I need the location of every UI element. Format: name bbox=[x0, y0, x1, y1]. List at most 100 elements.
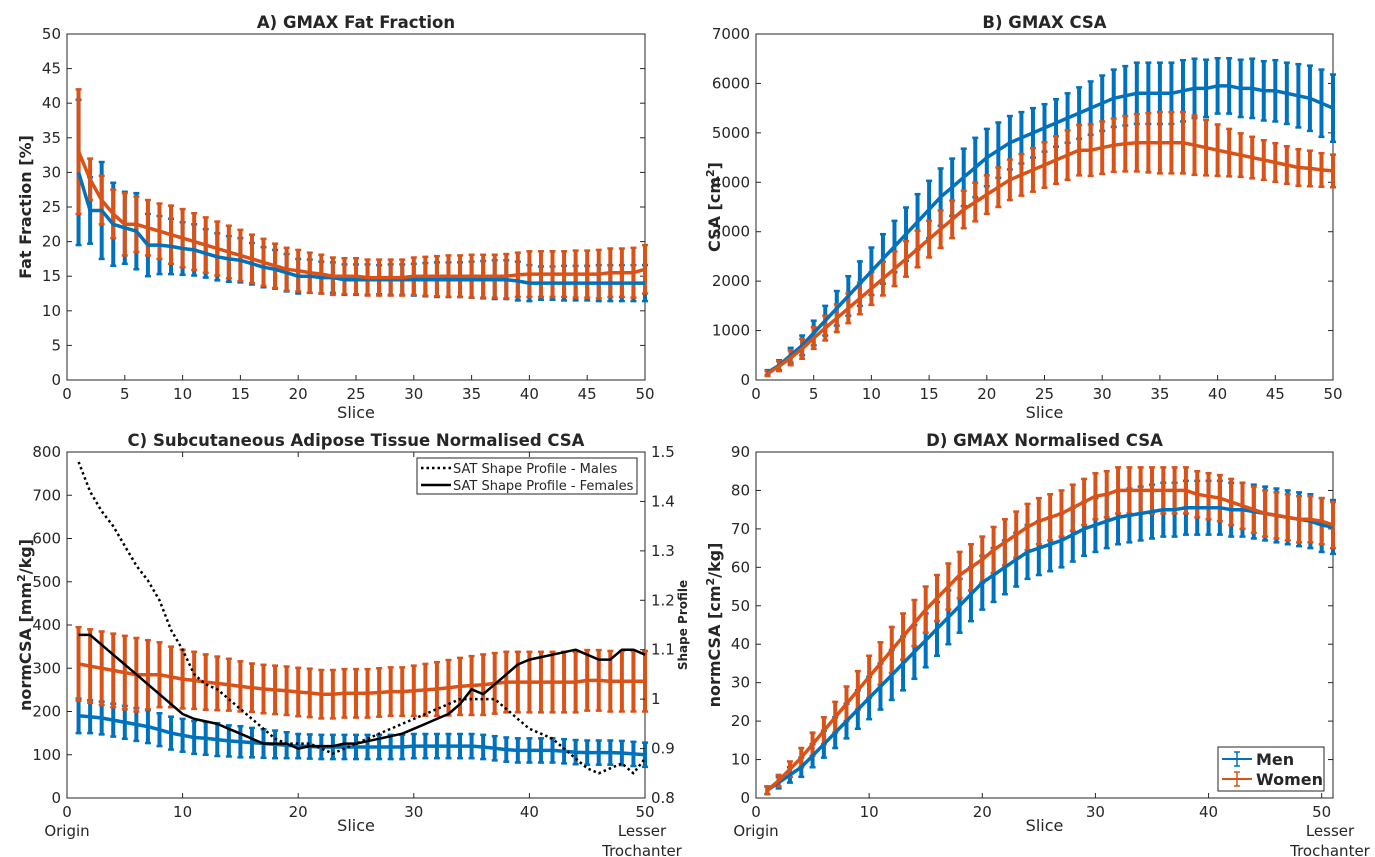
legend: SAT Shape Profile - Males SAT Shape Profi… bbox=[416, 457, 638, 495]
y-tick-label: 40 bbox=[42, 94, 61, 112]
x-tick-label: 10 bbox=[860, 803, 879, 821]
y-tick-label: 5000 bbox=[712, 124, 750, 142]
y-tick-label: 0 bbox=[51, 371, 61, 389]
x-tick-label: 40 bbox=[520, 385, 539, 403]
y-tick-label: 600 bbox=[32, 530, 61, 548]
series-women-line bbox=[766, 140, 1334, 376]
chart-title: C) Subcutaneous Adipose Tissue Normalise… bbox=[128, 431, 585, 450]
y-tick-label: 15 bbox=[42, 267, 61, 285]
series-men-line bbox=[766, 84, 1334, 375]
x-axis-label: Slice bbox=[1026, 403, 1064, 422]
y2-axis-label: Shape Profile bbox=[676, 580, 690, 670]
y-tick-label: 30 bbox=[42, 163, 61, 181]
series-men-line bbox=[766, 505, 1334, 792]
y-axis-label: Fat Fraction [%] bbox=[16, 135, 35, 279]
y-tick-label: 80 bbox=[731, 481, 750, 499]
x-axis-label: Slice bbox=[337, 816, 375, 835]
series-men-line bbox=[76, 171, 645, 285]
x-tick-label: 25 bbox=[346, 385, 365, 403]
y-tick-label: 35 bbox=[42, 129, 61, 147]
x-start-label: Origin bbox=[733, 822, 778, 840]
x-end-label-line1: Lesser bbox=[1306, 822, 1355, 840]
y-axis-label-text: normCSA [cm bbox=[705, 585, 724, 707]
y-tick-label: 0 bbox=[51, 789, 61, 807]
y-tick-label: 50 bbox=[42, 25, 61, 43]
axes-box bbox=[66, 33, 646, 381]
x-tick-label: 20 bbox=[973, 803, 992, 821]
y-tick-label: 100 bbox=[32, 746, 61, 764]
x-tick-label: 50 bbox=[635, 803, 654, 821]
y-axis-label-end: /kg] bbox=[705, 543, 724, 578]
x-tick-label: 25 bbox=[1035, 385, 1054, 403]
axes-box bbox=[755, 451, 1334, 799]
y2-tick-label: 0.8 bbox=[651, 789, 675, 807]
y-tick-label: 800 bbox=[32, 443, 61, 461]
legend-label-females: SAT Shape Profile - Females bbox=[453, 479, 634, 494]
y2-tick-label: 1.2 bbox=[651, 591, 675, 609]
x-tick-label: 5 bbox=[120, 385, 130, 403]
y2-tick-label: 1.3 bbox=[651, 542, 675, 560]
y-tick-label: 3000 bbox=[712, 223, 750, 241]
y-tick-label: 4000 bbox=[712, 173, 750, 191]
series-men-errorbars bbox=[764, 56, 1336, 377]
series-men-line bbox=[78, 714, 646, 757]
x-tick-label: 40 bbox=[1208, 385, 1227, 403]
y-axis-label-end: ] bbox=[705, 162, 724, 169]
y2-tick-label: 1.4 bbox=[651, 492, 675, 510]
legend-box bbox=[416, 457, 638, 495]
x-tick-label: 20 bbox=[977, 385, 996, 403]
x-tick-label: 50 bbox=[1312, 803, 1331, 821]
x-end-label-line2: Trochanter bbox=[1289, 842, 1371, 857]
y-tick-label: 10 bbox=[731, 751, 750, 769]
panel-c: C) Subcutaneous Adipose Tissue Normalise… bbox=[15, 431, 690, 857]
axes-box bbox=[755, 33, 1334, 381]
x-tick-label: 30 bbox=[404, 385, 423, 403]
y-tick-label: 10 bbox=[42, 302, 61, 320]
x-tick-label: 30 bbox=[1086, 803, 1105, 821]
y-axis-label: CSA [cm2] bbox=[704, 162, 724, 252]
x-tick-label: 20 bbox=[289, 385, 308, 403]
panel-d: D) GMAX Normalised CSA 0 10 20 30 40 50 0 10 20 30… bbox=[704, 431, 1371, 857]
x-tick-label: 5 bbox=[809, 385, 819, 403]
y-tick-label: 40 bbox=[731, 635, 750, 653]
x-tick-label: 20 bbox=[289, 803, 308, 821]
y-tick-label: 6000 bbox=[712, 74, 750, 92]
chart-title: D) GMAX Normalised CSA bbox=[926, 431, 1163, 450]
x-tick-label: 45 bbox=[578, 385, 597, 403]
y2-tick-label: 1.5 bbox=[651, 443, 675, 461]
y-tick-label: 200 bbox=[32, 703, 61, 721]
y-axis-label-text: CSA [cm bbox=[705, 177, 724, 252]
series-women-errorbars bbox=[764, 110, 1336, 378]
y-axis-label-sup: 2 bbox=[15, 574, 28, 582]
x-end-label-line2: Trochanter bbox=[601, 842, 683, 857]
x-tick-label: 45 bbox=[1266, 385, 1285, 403]
legend-label-males: SAT Shape Profile - Males bbox=[453, 462, 617, 477]
sat-shape-profile-females-line bbox=[78, 633, 646, 750]
y-tick-label: 50 bbox=[731, 597, 750, 615]
y2-tick-label: 1.1 bbox=[651, 641, 675, 659]
y-tick-label: 700 bbox=[32, 486, 61, 504]
x-tick-label: 0 bbox=[751, 803, 761, 821]
y-tick-label: 60 bbox=[731, 558, 750, 576]
x-tick-label: 35 bbox=[1150, 385, 1169, 403]
x-tick-label: 40 bbox=[520, 803, 539, 821]
y-axis-label: normCSA [mm2/kg] bbox=[15, 539, 35, 711]
y-tick-label: 45 bbox=[42, 60, 61, 78]
x-tick-label: 15 bbox=[920, 385, 939, 403]
chart-title: A) GMAX Fat Fraction bbox=[257, 13, 455, 32]
x-tick-label: 10 bbox=[862, 385, 881, 403]
x-tick-label: 0 bbox=[62, 385, 72, 403]
y-tick-label: 5 bbox=[51, 336, 61, 354]
y-axis-label-sup: 2 bbox=[704, 169, 717, 177]
sat-shape-profile-males-line bbox=[77, 461, 646, 775]
y-tick-label: 300 bbox=[32, 659, 61, 677]
y-tick-label: 20 bbox=[42, 233, 61, 251]
x-tick-label: 50 bbox=[1323, 385, 1342, 403]
chart-title: B) GMAX CSA bbox=[982, 13, 1106, 32]
y-tick-label: 0 bbox=[740, 371, 750, 389]
y-tick-label: 25 bbox=[42, 198, 61, 216]
y-axis-label-text: Fat Fraction [%] bbox=[16, 135, 35, 279]
